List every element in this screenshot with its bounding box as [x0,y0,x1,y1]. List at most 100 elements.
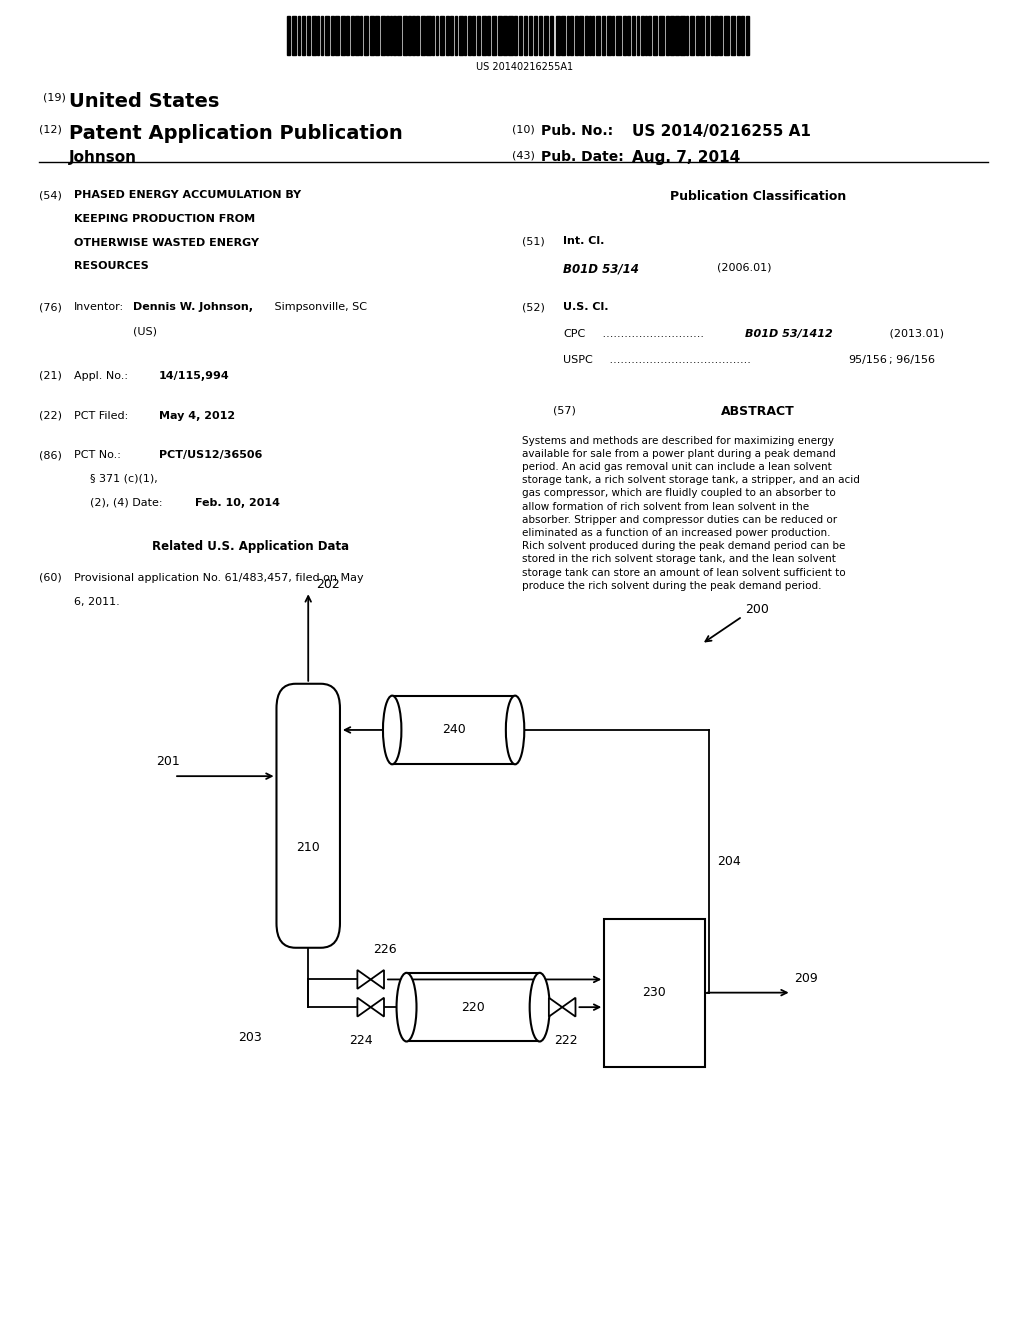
Text: 203: 203 [239,1031,262,1044]
Bar [569,16,573,55]
Bar [589,16,591,55]
Bar [312,16,316,55]
FancyBboxPatch shape [276,684,340,948]
Text: 210: 210 [296,841,321,854]
Text: (51): (51) [522,236,545,247]
Bar [293,16,297,55]
Bar [381,16,385,55]
Bar [529,16,532,55]
Bar [685,16,687,55]
Bar [514,16,517,55]
Bar [645,16,647,55]
Text: (21): (21) [39,371,61,381]
Bar [409,16,412,55]
Bar [567,16,569,55]
Text: 200: 200 [745,603,769,616]
Polygon shape [357,970,371,989]
Bar [585,16,588,55]
Bar [561,16,565,55]
Bar [477,16,480,55]
Bar [422,16,426,55]
Text: Feb. 10, 2014: Feb. 10, 2014 [195,498,280,508]
Bar [451,16,454,55]
Bar [302,16,305,55]
Bar [336,16,339,55]
Text: 6, 2011.: 6, 2011. [74,597,120,607]
Bar [627,16,630,55]
Bar [612,16,614,55]
Bar [432,16,434,55]
Text: (54): (54) [39,190,61,201]
Text: (86): (86) [39,450,61,461]
Bar [287,16,291,55]
Bar [601,16,604,55]
Bar [446,16,450,55]
Bar [604,919,705,1067]
Text: 220: 220 [461,1001,485,1014]
Text: (US): (US) [133,326,157,337]
Bar [469,16,471,55]
Text: Systems and methods are described for maximizing energy
available for sale from : Systems and methods are described for ma… [522,436,860,591]
Text: OTHERWISE WASTED ENERGY: OTHERWISE WASTED ENERGY [74,238,259,248]
Bar [606,16,610,55]
Bar [440,16,444,55]
Text: PCT/US12/36506: PCT/US12/36506 [159,450,262,461]
Text: (43): (43) [512,150,535,161]
Text: 226: 226 [373,942,396,956]
Bar [539,16,543,55]
Text: PCT Filed:: PCT Filed: [74,411,128,421]
Bar [317,16,319,55]
Bar [326,16,329,55]
Bar [365,16,369,55]
Text: Johnson: Johnson [69,150,136,165]
Bar [371,16,375,55]
Bar [741,16,744,55]
Bar [487,16,490,55]
Text: Publication Classification: Publication Classification [670,190,846,203]
Text: Int. Cl.: Int. Cl. [563,236,604,247]
Text: (60): (60) [39,573,61,583]
Text: Related U.S. Application Data: Related U.S. Application Data [153,540,349,553]
Text: PHASED ENERGY ACCUMULATION BY: PHASED ENERGY ACCUMULATION BY [74,190,301,201]
Bar [465,16,467,55]
Bar [700,16,703,55]
Bar [331,16,334,55]
Bar [623,16,626,55]
Text: (2006.01): (2006.01) [717,263,771,273]
Text: (2013.01): (2013.01) [886,329,944,339]
Bar [519,16,522,55]
Text: B01D 53/14: B01D 53/14 [563,263,639,276]
Bar [393,16,396,55]
Text: ............................: ............................ [599,329,705,339]
Bar [390,16,392,55]
Text: Inventor:: Inventor: [74,302,124,313]
Text: (19): (19) [43,92,66,103]
Text: CPC: CPC [563,329,586,339]
Polygon shape [549,998,562,1016]
Bar [298,16,300,55]
Text: (52): (52) [522,302,545,313]
Text: Simpsonville, SC: Simpsonville, SC [271,302,368,313]
Text: (10): (10) [512,124,535,135]
Text: 222: 222 [554,1034,579,1047]
Bar [509,16,513,55]
Bar [653,16,657,55]
Bar [689,16,693,55]
Bar [575,16,578,55]
Bar [711,16,713,55]
Bar [351,16,354,55]
Text: United States: United States [69,92,219,111]
Text: B01D 53/1412: B01D 53/1412 [745,329,834,339]
Bar [632,16,635,55]
Text: 201: 201 [156,755,179,768]
Polygon shape [357,998,371,1016]
Bar [670,16,674,55]
Bar [355,16,359,55]
Bar [579,16,583,55]
Text: RESOURCES: RESOURCES [74,261,148,272]
Bar [659,16,664,55]
Text: Dennis W. Johnson,: Dennis W. Johnson, [133,302,253,313]
Text: § 371 (c)(1),: § 371 (c)(1), [90,474,158,484]
Bar [413,16,416,55]
Ellipse shape [506,696,524,764]
